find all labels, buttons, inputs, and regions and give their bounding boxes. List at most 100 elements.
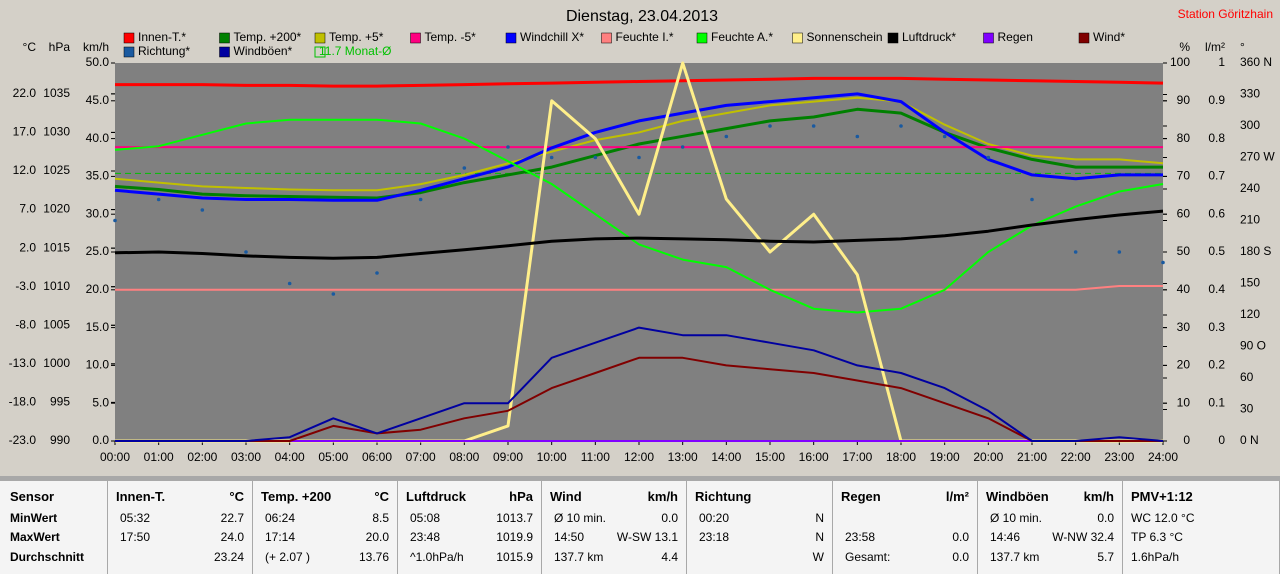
direction-dot (244, 250, 248, 254)
x-tick-label: 20:00 (973, 450, 1003, 464)
legend-label: Feuchte A.* (711, 30, 773, 44)
x-tick-label: 04:00 (275, 450, 305, 464)
cell-value: 5.7 (1097, 550, 1114, 564)
legend-swatch (696, 32, 708, 44)
y-tick-label: 50.0 (86, 55, 110, 69)
direction-dot (331, 292, 336, 296)
cell-label: Gesamt: (845, 550, 891, 564)
table-column: Temp. +200 °C 06:24 8.5 17:14 20.0 (+ 2.07 ) 13… (253, 481, 397, 574)
cell-value: 0.0 (952, 550, 969, 564)
y-tick-label: 210 (1240, 213, 1260, 227)
y-tick-label: 10 (1177, 395, 1191, 409)
y-tick-label: 40.0 (86, 131, 110, 145)
legend-label: 11.7 Monat-Ø (319, 44, 391, 58)
y-tick-label: 0.7 (1208, 169, 1225, 183)
legend-swatch (410, 32, 421, 44)
y-tick-label: 10.0 (86, 358, 110, 372)
direction-dot (113, 218, 117, 223)
y-tick-label: 120 (1240, 307, 1260, 321)
legend-swatch (314, 46, 326, 58)
column-title: Richtung (695, 489, 752, 504)
cell-label: (+ 2.07 ) (265, 550, 311, 564)
y-tick-label: 300 (1240, 118, 1260, 132)
y-tick-label: 22.0 (13, 86, 37, 100)
column-unit: hPa (509, 489, 533, 504)
cell-value: N (815, 530, 824, 544)
direction-dot (986, 155, 991, 160)
y-tick-label: 0 (1183, 433, 1190, 447)
y-tick-label: 150 (1240, 276, 1260, 290)
column-unit: °C (229, 489, 244, 504)
direction-dot (287, 281, 292, 286)
column-unit: km/h (1083, 489, 1114, 504)
legend-swatch (1078, 32, 1090, 44)
y-tick-label: 0.0 (92, 433, 109, 447)
column-unit: l/m² (945, 489, 969, 504)
series-line (114, 118, 1164, 314)
y-tick-label: 990 (50, 433, 70, 447)
cell-label: 05:32 (120, 511, 151, 525)
x-tick-label: 16:00 (799, 450, 829, 464)
y-tick-label: -13.0 (9, 356, 37, 370)
legend-label: Temp. +200* (234, 30, 302, 44)
x-tick-label: 02:00 (187, 450, 217, 464)
x-tick-label: 07:00 (406, 450, 436, 464)
y-tick-label: 1030 (43, 125, 70, 139)
y-tick-label: 15.0 (86, 320, 110, 334)
y-tick-label: 45.0 (86, 93, 110, 107)
legend-label: Sonnenschein (807, 30, 883, 44)
cell-label: 23:18 (699, 530, 730, 544)
cell-value: 1013.7 (496, 511, 533, 525)
cell-value: 8.5 (372, 511, 389, 525)
x-tick-label: 12:00 (624, 450, 654, 464)
x-tick-label: 11:00 (581, 450, 610, 464)
direction-dot (724, 134, 729, 139)
direction-dot (899, 124, 903, 128)
series-line (114, 92, 1163, 202)
y-tick-label: 0.6 (1208, 206, 1225, 220)
cell-label: 17:14 (265, 530, 296, 544)
direction-dot (418, 197, 423, 202)
column-title: Wind (550, 489, 582, 504)
legend-swatch (219, 46, 230, 58)
axis-unit: hPa (49, 40, 71, 54)
x-tick-label: 19:00 (930, 450, 960, 464)
legend-label: Wind* (1093, 30, 1125, 44)
y-tick-label: -8.0 (15, 317, 36, 331)
x-tick-label: 22:00 (1061, 450, 1091, 464)
legend-swatch (314, 32, 326, 44)
table-column: Innen-T. °C 05:32 22.7 17:50 24.0 23.24 (108, 481, 252, 574)
direction-dot (156, 197, 161, 202)
cell-value: 0.0 (1097, 511, 1114, 525)
legend-label: Regen (998, 30, 1033, 44)
x-tick-label: 13:00 (668, 450, 698, 464)
legend-swatch (123, 46, 135, 58)
cell-label: 17:50 (120, 530, 151, 544)
cell-label: WC 12.0 °C (1131, 511, 1195, 525)
column-unit: °C (374, 489, 389, 504)
legend-label: Richtung* (138, 44, 190, 58)
legend-label: Windchill X* (520, 30, 584, 44)
row-header: Sensor (10, 489, 55, 504)
summary-table: Sensor MinWert MaxWert Durchschnitt Innen-T.… (0, 476, 1280, 574)
axis-unit: % (1179, 40, 1190, 54)
direction-dot (1073, 250, 1078, 254)
direction-dot (855, 134, 860, 139)
column-title: Innen-T. (116, 489, 166, 504)
x-tick-label: 15:00 (755, 450, 785, 464)
cell-value: 22.7 (220, 511, 244, 525)
y-tick-label: 1020 (43, 202, 70, 216)
series-line (114, 96, 1164, 192)
cell-label: 14:50 (554, 530, 585, 544)
cell-label: 137.7 km (554, 550, 604, 564)
table-column: Windböen km/h Ø 10 min. 0.0 14:46 W-NW 32.4 13… (978, 481, 1122, 574)
direction-dot (462, 166, 467, 170)
table-column: Luftdruck hPa 05:08 1013.7 23:48 1019.9 ^1.0hP… (398, 481, 541, 574)
cell-value: 23.24 (213, 550, 244, 564)
direction-dot (200, 208, 205, 212)
cell-label: 23:58 (845, 530, 876, 544)
table-column: PMV+1:12 WC 12.0 °C TP 6.3 °C 1.6hPa/h (1123, 481, 1279, 574)
x-tick-label: 00:00 (100, 450, 130, 464)
direction-dot (768, 124, 772, 128)
series-line (115, 326, 1164, 442)
